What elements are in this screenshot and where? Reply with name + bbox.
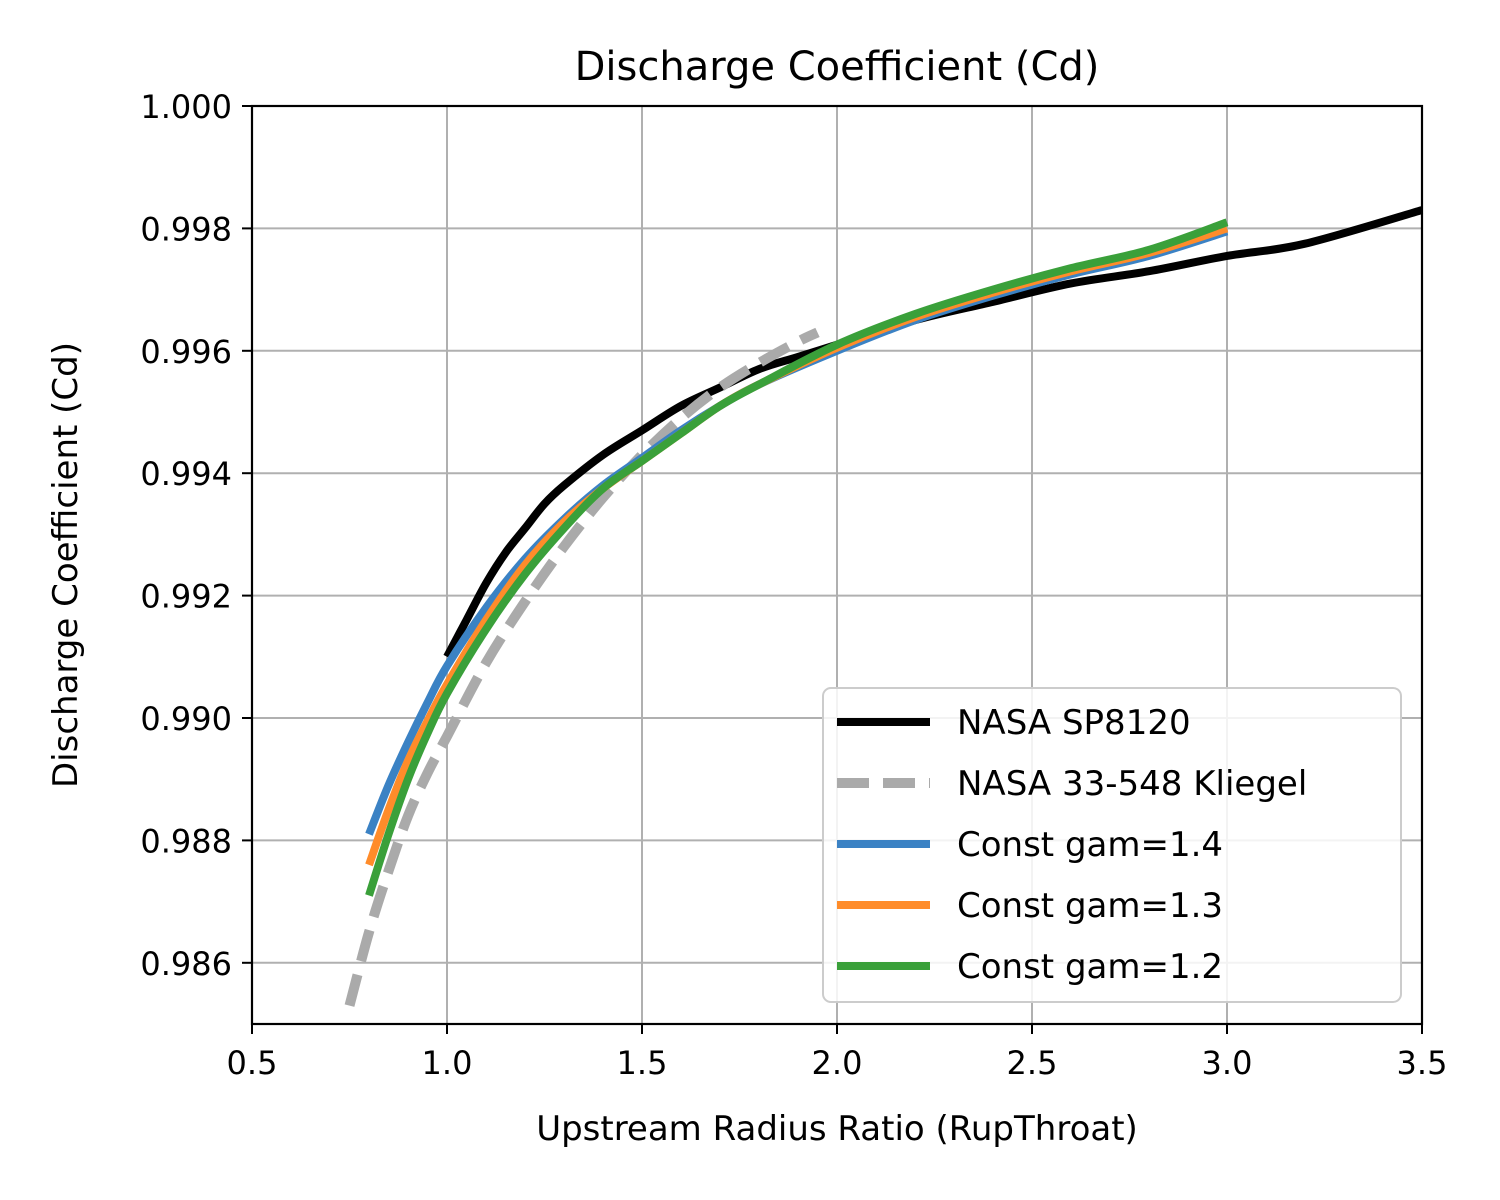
series-line-1 — [344, 327, 820, 1007]
y-tick-label: 0.996 — [140, 333, 232, 371]
y-tick-label: 0.992 — [140, 578, 232, 616]
series-lines — [344, 206, 1424, 1007]
x-tick-label: 3.0 — [1202, 1044, 1253, 1082]
y-axis: 0.986 0.988 0.990 0.992 0.994 0.996 0.998 1.000 — [140, 88, 252, 983]
legend-label: Const gam=1.2 — [957, 947, 1223, 987]
legend-label: Const gam=1.4 — [957, 825, 1223, 865]
x-tick-label: 2.0 — [812, 1044, 863, 1082]
series-line-4 — [365, 218, 1229, 897]
y-tick-label: 0.986 — [140, 945, 232, 983]
legend-label: Const gam=1.3 — [957, 886, 1223, 926]
x-axis: 0.5 1.0 1.5 2.0 2.5 3.0 3.5 — [227, 1024, 1448, 1082]
y-tick-label: 1.000 — [140, 88, 232, 126]
y-axis-label: Discharge Coefficient (Cd) — [46, 342, 86, 788]
legend: NASA SP8120 NASA 33-548 Kliegel Const gam=… — [822, 687, 1402, 1003]
chart-title: Discharge Coefficient (Cd) — [575, 44, 1100, 90]
x-tick-label: 2.5 — [1007, 1044, 1058, 1082]
y-tick-label: 0.998 — [140, 210, 232, 248]
series-line-0 — [443, 206, 1424, 659]
x-axis-label: Upstream Radius Ratio (RupThroat) — [536, 1109, 1138, 1149]
y-tick-label: 0.988 — [140, 822, 232, 860]
legend-label: NASA SP8120 — [957, 703, 1191, 743]
x-tick-label: 3.5 — [1397, 1044, 1448, 1082]
legend-label: NASA 33-548 Kliegel — [957, 764, 1307, 804]
x-tick-label: 0.5 — [227, 1044, 278, 1082]
x-tick-label: 1.5 — [617, 1044, 668, 1082]
x-tick-label: 1.0 — [422, 1044, 473, 1082]
legend-box — [822, 687, 1402, 1003]
y-tick-label: 0.994 — [140, 455, 232, 493]
y-tick-label: 0.990 — [140, 700, 232, 738]
